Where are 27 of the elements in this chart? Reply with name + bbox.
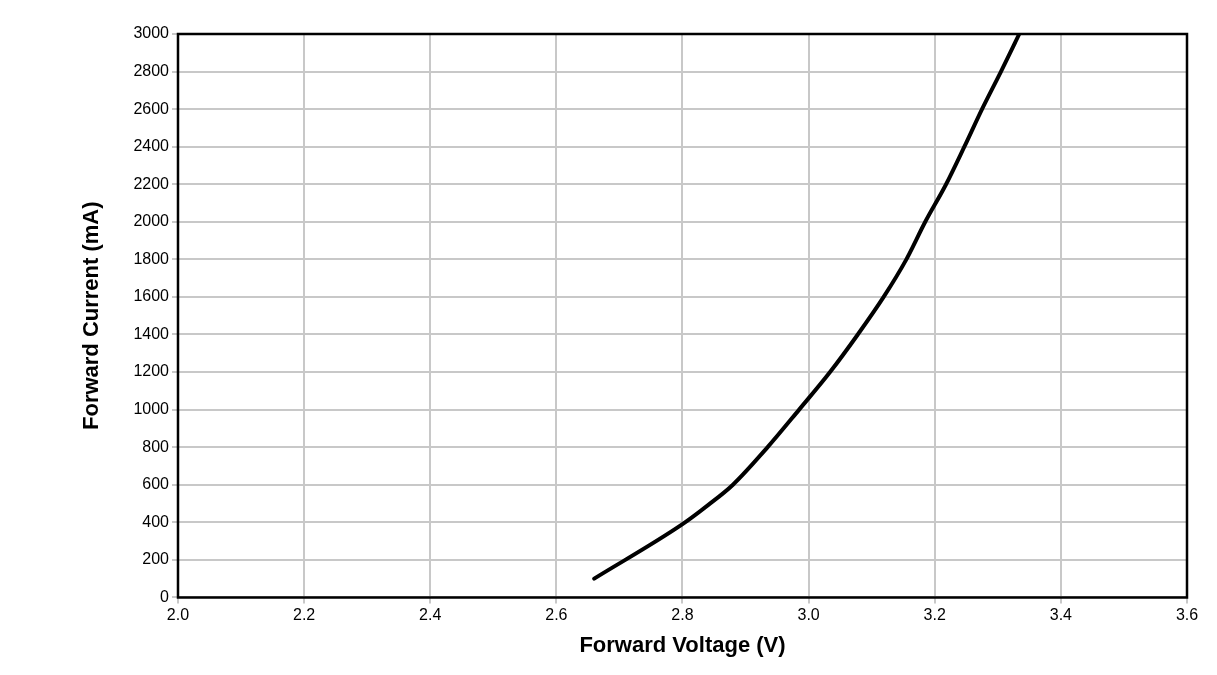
y-tick-label: 1800 — [133, 249, 170, 267]
y-tick-label: 1600 — [133, 287, 170, 305]
y-tick-label: 2400 — [133, 137, 170, 155]
y-tick-label: 0 — [160, 587, 170, 605]
x-tick-label: 2.0 — [166, 606, 190, 624]
y-tick-label: 2000 — [133, 212, 170, 230]
x-tick-label: 3.4 — [1049, 606, 1073, 624]
x-tick-label: 3.0 — [797, 606, 820, 624]
x-axis-title: Forward Voltage (V) — [579, 631, 786, 657]
y-tick-label: 1000 — [133, 400, 170, 418]
y-tick-label: 1400 — [133, 324, 170, 342]
y-tick-label: 600 — [142, 475, 170, 493]
x-tick-label: 2.6 — [545, 606, 568, 624]
x-tick-label: 2.4 — [419, 606, 442, 624]
y-tick-label: 1200 — [133, 362, 170, 380]
x-tick-label: 2.2 — [292, 606, 316, 624]
x-tick-label: 2.8 — [671, 606, 694, 624]
y-tick-label: 400 — [142, 512, 170, 530]
y-tick-label: 200 — [142, 550, 170, 568]
y-tick-label: 2600 — [133, 99, 170, 117]
y-tick-label: 2800 — [133, 61, 170, 79]
x-tick-label: 3.2 — [923, 606, 946, 624]
y-tick-label: 2200 — [133, 174, 170, 192]
y-axis-title: Forward Current (mA) — [78, 201, 104, 430]
x-tick-label: 3.6 — [1175, 606, 1199, 624]
y-tick-label: 3000 — [133, 24, 170, 42]
y-tick-label: 800 — [142, 437, 170, 455]
